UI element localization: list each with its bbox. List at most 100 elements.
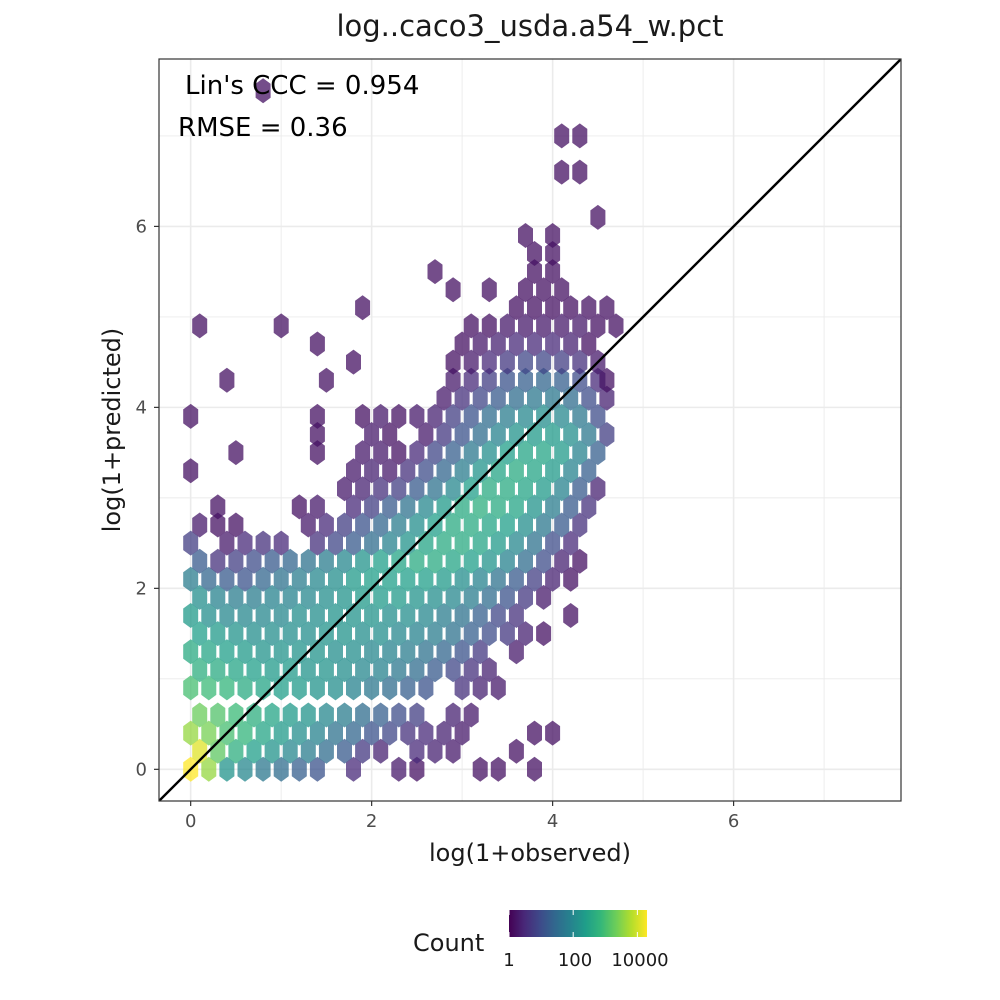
hexbin-cell <box>527 385 542 411</box>
hexbin-cell <box>237 639 253 665</box>
hexbin-cell <box>328 720 343 746</box>
hexbin-cell <box>554 123 570 149</box>
hexbin-cell <box>545 331 561 357</box>
hexbin-cell <box>563 494 579 520</box>
hexbin-cell <box>246 738 262 764</box>
hexbin-cell <box>219 367 235 393</box>
legend-colorbar <box>509 910 647 937</box>
hexbin-cell <box>445 367 461 393</box>
hexbin-cell <box>436 422 452 447</box>
hexbin-cell <box>445 277 461 303</box>
hexbin-cell <box>382 422 398 447</box>
hexbin-cell <box>219 530 235 556</box>
hexbin-cell <box>527 756 542 782</box>
legend: Count 1 100 10000 <box>413 910 669 971</box>
hexbin-cell <box>337 584 352 610</box>
hexbin-cell <box>499 349 515 375</box>
hexbin-cell <box>563 422 579 447</box>
hexbin-cell <box>355 403 371 429</box>
hexbin-cell <box>264 584 280 610</box>
hexbin-cell <box>309 422 325 447</box>
hexbin-cell <box>300 512 316 538</box>
hexbin-cell <box>490 494 506 520</box>
hexbin-cell <box>246 621 262 647</box>
hexbin-cell <box>346 349 361 375</box>
hexbin-cell <box>536 277 552 303</box>
hexbin-cell <box>490 331 506 357</box>
hexbin-cell <box>518 476 533 502</box>
hexbin-cell <box>427 259 443 285</box>
hexbin-cell <box>472 331 488 357</box>
hexbin-cell <box>373 512 389 538</box>
hexbin-cell <box>563 566 579 592</box>
legend-ticks <box>508 910 638 937</box>
hexbin-cell <box>400 458 416 484</box>
hexbin-cell <box>527 259 542 285</box>
hexbin-cell <box>554 440 570 466</box>
hexbin-cell <box>364 639 380 665</box>
hexbin-cell <box>183 720 199 746</box>
hexbin-cell <box>490 756 506 782</box>
hexbin-cell <box>418 494 434 520</box>
hexbin-cell <box>337 476 352 502</box>
hexbin-cell <box>481 657 497 683</box>
hexbin-cell <box>463 440 479 466</box>
hexbin-cell <box>237 720 253 746</box>
hexbin-cell <box>518 584 533 610</box>
hexbin-cell <box>391 702 407 728</box>
hexbin-cell <box>346 458 361 484</box>
hexbin-cell <box>472 494 488 520</box>
hexbin-cell <box>572 440 588 466</box>
hexbin-cell <box>192 621 208 647</box>
hexbin-cell <box>518 277 533 303</box>
hexbin-cell <box>536 440 552 466</box>
hexbin-cell <box>481 548 497 574</box>
hexbin-cell <box>545 295 561 321</box>
hexbin-cell <box>508 738 524 764</box>
hexbin-cell <box>382 530 398 556</box>
hexbin-cell <box>373 548 389 574</box>
hexbin-cell <box>264 738 280 764</box>
hexbin-cell <box>409 657 425 683</box>
hexbin-cell <box>508 639 524 665</box>
hexbin-cell <box>463 548 479 574</box>
hexbin-cell <box>418 675 434 701</box>
hexbin-cell <box>527 720 542 746</box>
hexbin-cell <box>409 621 425 647</box>
hexbin-cell <box>436 530 452 556</box>
hexbin-cell <box>364 422 380 447</box>
hexbin-cell <box>508 566 524 592</box>
hexbin-cell <box>409 756 425 782</box>
hexbin-cell <box>508 331 524 357</box>
hexbin-cell <box>418 720 434 746</box>
hexbin-cell <box>409 476 425 502</box>
x-tick-label: 6 <box>728 811 739 832</box>
hexbin-cell <box>192 512 208 538</box>
hexbin-cell <box>309 720 325 746</box>
hexbin-cell <box>454 675 470 701</box>
hexbin-cell <box>418 566 434 592</box>
hexbin-cell <box>508 530 524 556</box>
hexbin-cell <box>590 440 606 466</box>
hexbin-cell <box>572 476 588 502</box>
hexbin-cell <box>599 385 615 411</box>
hexbin-cell <box>255 78 271 104</box>
hexbin-cell <box>427 584 443 610</box>
hexbin-cell <box>436 639 452 665</box>
hexbin-cell <box>219 603 235 628</box>
hexbin-cell <box>554 367 570 393</box>
hexbin-cell <box>545 458 561 484</box>
hexbin-cell <box>472 566 488 592</box>
hexbin-cell <box>472 603 488 628</box>
hexbin-cell <box>445 548 461 574</box>
hexbin-cell <box>463 349 479 375</box>
hexbin-cell <box>527 295 542 321</box>
hexbin-cell <box>481 440 497 466</box>
hexbin-cell <box>255 639 271 665</box>
hexbin-cell <box>581 494 597 520</box>
hexbin-cell <box>508 458 524 484</box>
hexbin-cell <box>183 603 199 628</box>
hexbin-cell <box>355 738 371 764</box>
y-tick-label: 2 <box>136 578 147 599</box>
